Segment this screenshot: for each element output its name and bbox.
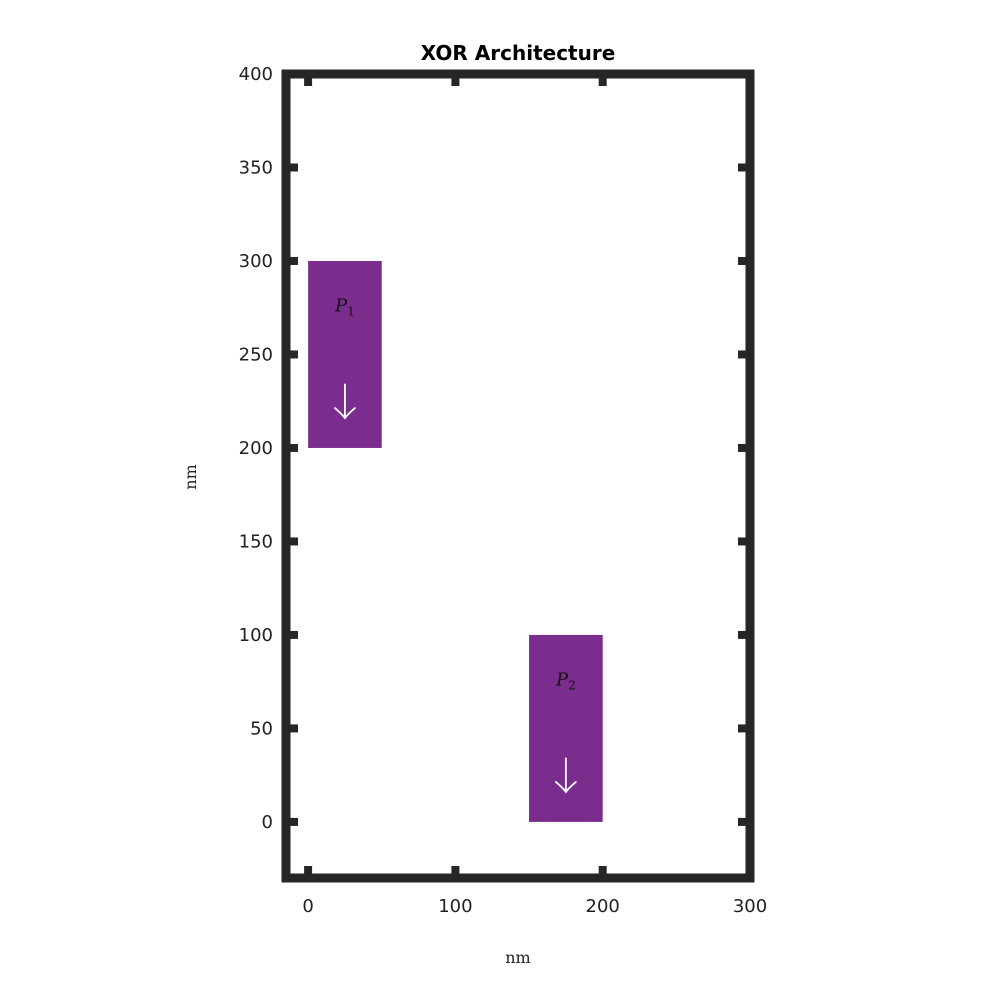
magnets-layer: P1 P2 [308, 260, 603, 822]
magnet-body [529, 634, 603, 822]
y-tick-mark [738, 443, 746, 452]
down-arrow-icon [334, 383, 356, 420]
y-tick-label: 250 [239, 344, 273, 365]
y-tick-label: 300 [239, 251, 273, 272]
y-tick-mark [290, 443, 298, 452]
y-tick-label: 150 [239, 531, 273, 552]
y-tick-label: 200 [239, 438, 273, 459]
x-tick-mark [451, 866, 460, 874]
x-tick-label: 200 [586, 896, 620, 917]
y-tick-mark [738, 163, 746, 172]
y-tick-mark [738, 537, 746, 546]
ticks-layer: 0 100 200 300 0 50 100 150 200 250 300 350 400 [239, 64, 768, 917]
x-axis-label: nm [505, 948, 530, 967]
y-tick-mark [290, 630, 298, 639]
x-tick-mark [304, 78, 313, 86]
chart-title: XOR Architecture [421, 41, 616, 65]
y-tick-mark [290, 537, 298, 546]
y-tick-mark [738, 256, 746, 265]
x-tick-mark [598, 78, 607, 86]
y-tick-mark [290, 350, 298, 359]
x-tick-label: 0 [302, 896, 313, 917]
y-tick-mark [290, 256, 298, 265]
y-tick-mark [290, 724, 298, 733]
x-tick-mark [304, 866, 313, 874]
magnet-1: P1 [308, 260, 382, 448]
y-tick-label: 400 [239, 64, 273, 85]
y-tick-mark [290, 817, 298, 826]
x-tick-mark [451, 78, 460, 86]
y-tick-label: 50 [250, 718, 273, 739]
y-tick-mark [738, 630, 746, 639]
y-tick-label: 100 [239, 625, 273, 646]
magnet-2: P2 [529, 634, 603, 822]
x-tick-mark [746, 866, 754, 874]
down-arrow-icon [554, 757, 577, 794]
magnet-body [308, 260, 382, 448]
y-tick-mark [738, 350, 746, 359]
y-tick-label: 0 [262, 812, 273, 833]
y-tick-label: 350 [239, 157, 273, 178]
x-tick-mark [746, 78, 754, 86]
plot-frame [281, 69, 755, 883]
x-tick-label: 100 [438, 896, 472, 917]
y-axis-label: nm [181, 464, 200, 489]
y-tick-mark [738, 724, 746, 733]
x-tick-label: 300 [733, 896, 767, 917]
x-tick-mark [598, 866, 607, 874]
y-tick-mark [290, 163, 298, 172]
y-tick-mark [738, 817, 746, 826]
